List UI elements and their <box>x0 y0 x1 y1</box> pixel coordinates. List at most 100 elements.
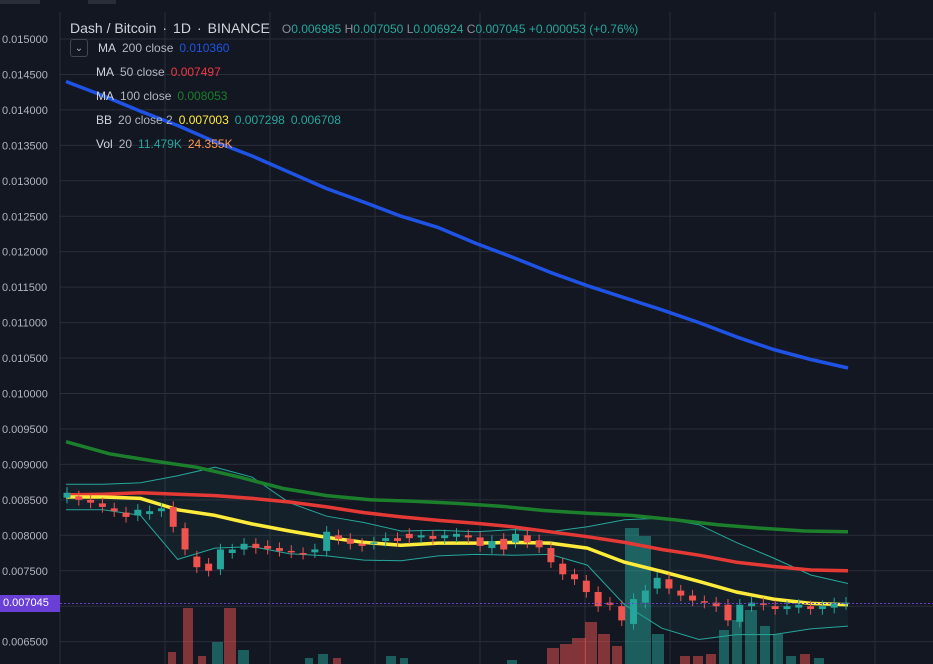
candle-body <box>500 538 508 550</box>
price-tick-label: 0.014000 <box>2 105 48 117</box>
candle-body <box>122 512 130 517</box>
candle-body <box>346 538 354 544</box>
volume-bar <box>612 646 622 664</box>
candle-body <box>157 508 165 512</box>
collapse-indicators-button[interactable]: ⌄ <box>70 39 88 57</box>
volume-bar <box>652 634 664 664</box>
indicator-value: 0.008053 <box>177 89 228 103</box>
price-tick-label: 0.011000 <box>2 318 47 330</box>
candle-body <box>771 606 779 610</box>
indicator-value: 0.006708 <box>290 113 341 127</box>
indicator-row[interactable]: ⌄ MA 200 close 0.010360 <box>70 36 638 60</box>
candle-body <box>559 563 567 575</box>
exchange-label: BINANCE <box>207 20 270 36</box>
candle-body <box>169 506 177 527</box>
candle-body <box>441 535 449 539</box>
price-axis: 0.015000 0.014500 0.014000 0.013500 0.013000… <box>2 34 48 649</box>
candle-body <box>134 509 142 516</box>
price-tick-label: 0.015000 <box>2 34 48 46</box>
candle-body <box>264 545 272 549</box>
candle-body <box>216 549 224 570</box>
volume-bar <box>719 630 729 664</box>
candle-body <box>571 574 579 580</box>
volume-bar <box>318 654 328 664</box>
indicator-params: 20 <box>118 137 133 151</box>
indicator-row[interactable]: BB 20 close 2 0.007003 0.007298 0.006708 <box>96 108 638 132</box>
candle-body <box>653 577 661 589</box>
indicator-value: 11.479K <box>138 137 182 151</box>
price-tick-label: 0.012000 <box>2 247 48 259</box>
candle-body <box>323 531 331 551</box>
indicator-value: 0.007298 <box>234 113 285 127</box>
indicator-row[interactable]: MA 100 close 0.008053 <box>96 84 638 108</box>
candle-body <box>63 492 71 498</box>
interval-label[interactable]: 1D <box>173 20 191 36</box>
indicator-row[interactable]: Vol 20 11.479K 24.355K <box>96 132 638 156</box>
candle-body <box>700 601 708 603</box>
candle-body <box>417 535 425 538</box>
indicator-name: MA <box>96 65 114 79</box>
candle-body <box>275 548 283 551</box>
volume-bar <box>598 634 610 664</box>
indicator-value: 0.007003 <box>178 113 229 127</box>
candle-body <box>98 503 106 507</box>
candle-body <box>311 549 319 553</box>
ma200-line <box>65 79 849 370</box>
price-tick-label: 0.006500 <box>2 637 48 649</box>
price-tick-label: 0.009500 <box>2 424 48 436</box>
price-tick-label: 0.010500 <box>2 353 48 365</box>
price-tick-label: 0.013500 <box>2 140 48 152</box>
candle-body <box>382 538 390 541</box>
candle-body <box>393 538 401 541</box>
close-value: 0.007045 <box>475 22 526 36</box>
candle-body <box>429 536 437 539</box>
candle-body <box>75 496 83 500</box>
indicator-value: 0.007497 <box>170 65 221 79</box>
last-price-tag: 0.007045 <box>0 595 60 612</box>
candle-body <box>618 606 626 621</box>
volume-bar <box>706 654 716 664</box>
candle-body <box>736 604 744 622</box>
ma100-line <box>65 440 849 534</box>
separator: · <box>196 20 202 36</box>
candle-body <box>630 599 638 624</box>
ma50-line <box>65 491 849 573</box>
candle-body <box>193 556 201 568</box>
indicator-name: MA <box>96 89 114 103</box>
candle-body <box>523 535 531 543</box>
volume-bar <box>333 658 341 664</box>
price-tick-label: 0.010000 <box>2 389 48 401</box>
volume-bar <box>745 610 757 664</box>
candle-body <box>582 580 590 593</box>
price-tick-label: 0.007500 <box>2 566 48 578</box>
candle-body <box>759 603 767 605</box>
volume-bar <box>732 620 742 664</box>
bb-basis-line <box>66 495 849 607</box>
candle-body <box>252 543 260 549</box>
volume-bar <box>585 622 597 664</box>
volume-bar <box>680 656 690 664</box>
volume-bar <box>305 658 313 664</box>
volume-bar <box>572 638 586 664</box>
change-value: +0.000053 (+0.76%) <box>528 22 639 36</box>
price-tick-label: 0.012500 <box>2 211 48 223</box>
indicator-value: 0.010360 <box>179 41 230 55</box>
indicator-name: MA <box>98 41 116 55</box>
candle-body <box>594 592 602 607</box>
candle-body <box>110 508 118 512</box>
toolbar-stub <box>0 0 40 4</box>
toolbar-stub <box>88 0 116 4</box>
candle-body <box>783 606 791 610</box>
indicator-row[interactable]: MA 50 close 0.007497 <box>96 60 638 84</box>
volume-bar <box>814 658 824 664</box>
candle-body <box>712 602 720 607</box>
separator: · <box>162 20 168 36</box>
bb-fill <box>66 467 848 640</box>
price-tick-label: 0.014500 <box>2 69 48 81</box>
open-value: 0.006985 <box>291 22 342 36</box>
volume-bar <box>386 656 396 664</box>
candle-body <box>476 537 484 546</box>
symbol-name[interactable]: Dash / Bitcoin <box>70 20 157 36</box>
volume-bar <box>400 658 408 664</box>
